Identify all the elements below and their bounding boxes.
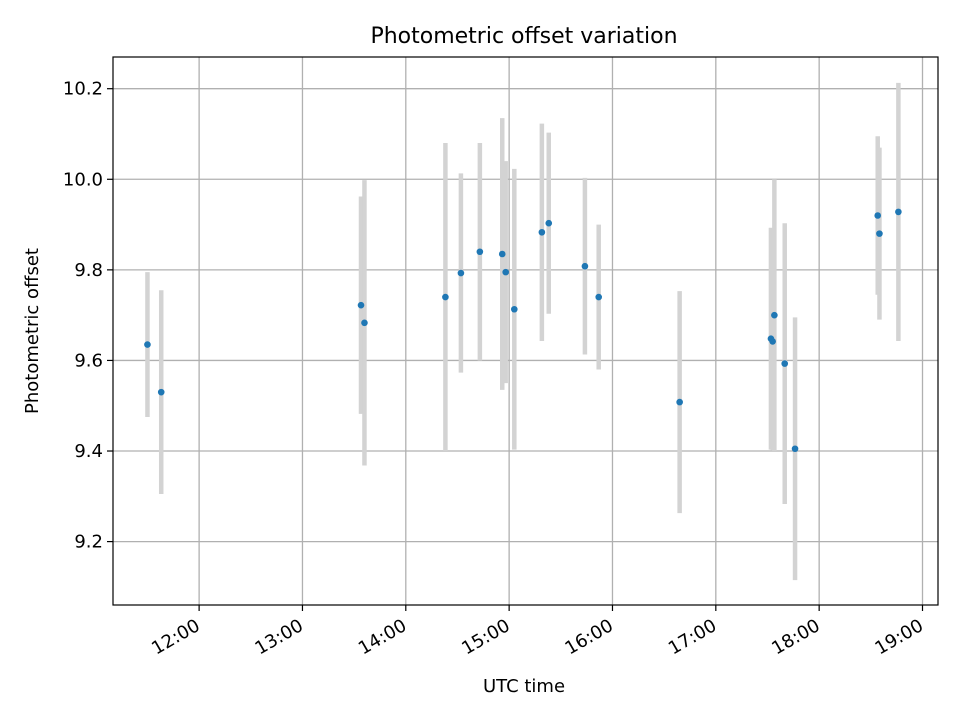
data-point	[511, 305, 518, 313]
x-tick-label: 14:00	[355, 615, 410, 659]
data-point	[581, 262, 589, 270]
chart-title: Photometric offset variation	[370, 24, 677, 49]
y-tick-label: 9.2	[74, 532, 103, 553]
data-point	[457, 269, 465, 277]
data-points	[144, 208, 902, 453]
data-point	[676, 398, 683, 406]
data-point	[157, 388, 165, 396]
plot-frame	[112, 56, 939, 606]
x-axis-ticks: 12:00 13:00 14:00 15:00 16:00 17:00 18:00 19:00	[148, 605, 927, 659]
y-tick-label: 9.6	[74, 350, 103, 371]
data-point	[895, 208, 902, 216]
data-point	[502, 268, 509, 276]
data-point	[498, 250, 506, 258]
y-tick-label: 9.4	[74, 441, 103, 462]
x-tick-label: 13:00	[252, 615, 307, 659]
x-tick-label: 12:00	[148, 615, 203, 659]
y-tick-label: 10.2	[63, 79, 103, 100]
x-tick-label: 16:00	[562, 615, 617, 659]
y-tick-label: 10.0	[63, 169, 103, 190]
data-point	[876, 230, 883, 237]
data-point	[791, 445, 799, 453]
y-tick-label: 9.8	[74, 260, 103, 281]
grid-lines	[113, 57, 938, 605]
x-tick-label: 19:00	[872, 615, 927, 659]
data-point	[781, 360, 789, 367]
data-point	[357, 301, 365, 309]
data-point	[144, 341, 151, 348]
data-point	[476, 248, 484, 256]
x-tick-label: 15:00	[458, 615, 513, 659]
data-point	[538, 228, 546, 236]
x-tick-label: 18:00	[768, 615, 823, 659]
y-axis-ticks: 9.2 9.4 9.6 9.8 10.0 10.2	[63, 79, 113, 553]
data-point	[595, 293, 602, 301]
data-point	[442, 293, 449, 301]
x-tick-label: 17:00	[665, 615, 720, 659]
data-point	[874, 212, 882, 219]
y-axis-label: Photometric offset	[22, 248, 43, 414]
data-point	[545, 219, 553, 227]
error-bars	[145, 82, 901, 581]
data-point	[771, 311, 778, 319]
data-point	[769, 338, 776, 345]
x-axis-label: UTC time	[483, 676, 565, 697]
data-point	[361, 319, 368, 327]
